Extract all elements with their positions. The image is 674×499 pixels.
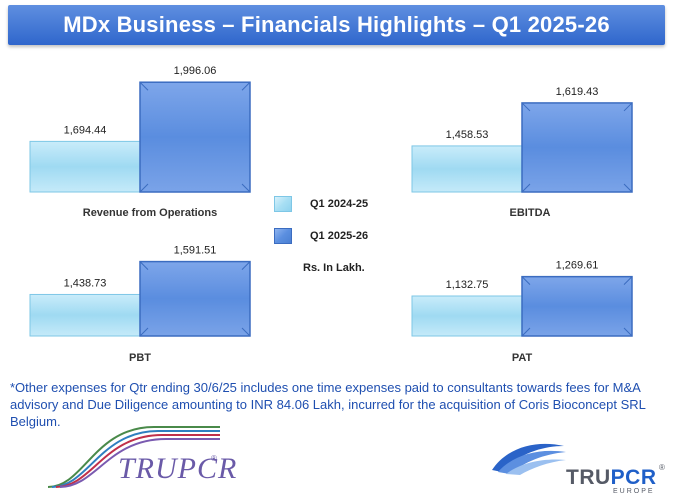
legend-label-prev: Q1 2024-25 [310,198,369,210]
bar-ebitda-curr-bevel [521,102,633,193]
logo-right-sub: EUROPE [613,488,655,495]
legend-prev: Q1 2024-25 [274,196,368,212]
label-pat-curr: 1,269.61 [556,260,599,272]
label-pbt-curr: 1,591.51 [174,245,217,257]
bar-ebitda-curr [521,102,633,193]
label-revenue-prev: 1,694.44 [64,124,107,136]
bar-pat-curr [521,275,633,337]
units-label: Rs. In Lakh. [303,262,365,274]
logo-left-reg: ® [211,454,217,463]
bar-revenue-prev [29,140,141,193]
bar-pat-curr-bevel [521,276,633,337]
label-ebitda-curr: 1,619.43 [556,86,599,98]
bar-revenue-curr-bevel [139,81,251,193]
label-revenue-curr: 1,996.06 [174,65,217,77]
legend-swatch-prev [274,196,292,212]
chart-caption-revenue: Revenue from Operations [82,207,218,219]
logo-right-text-main: TRU [566,466,611,489]
bar-ebitda-prev [411,145,523,193]
wave-logo-icon [492,443,566,475]
legend-curr: Q1 2025-26 [274,228,368,244]
bar-pbt-curr [139,260,251,337]
bar-revenue-curr [139,81,251,193]
legend-label-curr: Q1 2025-26 [310,230,369,242]
logo-right-text: TRUPCR [566,466,657,490]
bar-pat-prev [411,295,523,337]
label-pbt-prev: 1,438.73 [64,277,107,289]
bar-pbt-prev [29,293,141,337]
label-ebitda-prev: 1,458.53 [446,129,489,141]
logo-right-text-accent: PCR [610,466,657,489]
footnote: *Other expenses for Qtr ending 30/6/25 i… [10,380,646,429]
charts-canvas: 1,694.44 1,996.06 1,458.53 1,619.43 1,438.73… [29,65,633,337]
label-pat-prev: 1,132.75 [446,279,489,291]
chart-caption-pat: PAT [511,352,533,364]
page-title: MDx Business – Financials Highlights – Q… [63,12,610,37]
chart-caption-pbt: PBT [129,352,151,364]
chart-caption-ebitda: EBITDA [509,207,551,219]
legend-swatch-curr [274,228,292,244]
title-bar: MDx Business – Financials Highlights – Q… [8,5,665,45]
logo-left-text: TRUPCR [118,452,238,485]
bar-pbt-curr-bevel [139,261,251,337]
logo-right-reg: ® [659,463,665,472]
dna-helix-logo-icon [47,426,220,488]
